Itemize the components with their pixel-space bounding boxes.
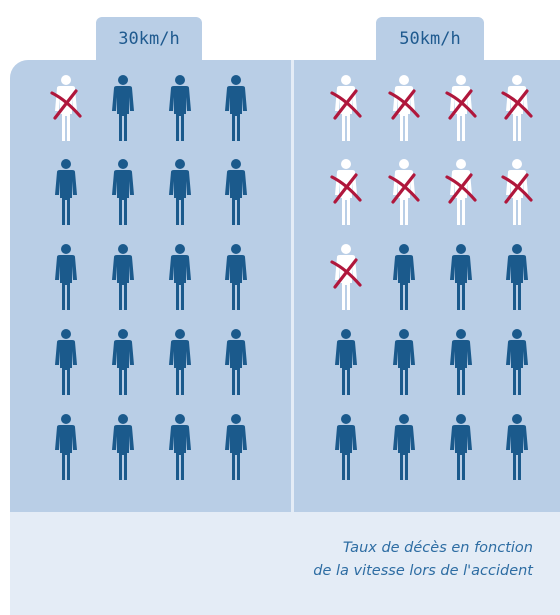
infographic-card [10, 60, 560, 615]
person-icon-fatality [330, 74, 362, 142]
tab-label: 30km/h [118, 28, 180, 49]
person-icon [333, 413, 359, 481]
person-icon [391, 243, 417, 311]
person-icon [53, 328, 79, 396]
person-icon [110, 243, 136, 311]
person-icon [53, 243, 79, 311]
person-icon [448, 243, 474, 311]
person-icon [391, 328, 417, 396]
person-icon-fatality [445, 74, 477, 142]
tab-50kmh: 50km/h [374, 15, 486, 60]
person-icon-fatality [388, 74, 420, 142]
person-icon [167, 243, 193, 311]
person-icon-fatality [501, 74, 533, 142]
person-icon [110, 328, 136, 396]
person-icon-fatality [330, 243, 362, 311]
person-icon [167, 413, 193, 481]
caption-line-2: de la vitesse lors de l'accident [313, 563, 533, 579]
person-icon-fatality [501, 158, 533, 226]
people-grid [10, 60, 291, 512]
panel-30kmh [10, 60, 291, 512]
person-icon [167, 328, 193, 396]
person-icon-fatality [330, 158, 362, 226]
person-icon [53, 158, 79, 226]
person-icon [53, 413, 79, 481]
person-icon-fatality [50, 74, 82, 142]
person-icon [333, 328, 359, 396]
caption: Taux de décès en fonction de la vitesse … [313, 537, 533, 583]
person-icon [504, 328, 530, 396]
person-icon-fatality [388, 158, 420, 226]
person-icon [223, 243, 249, 311]
people-grid [294, 60, 560, 512]
person-icon [448, 328, 474, 396]
person-icon [504, 243, 530, 311]
person-icon-fatality [445, 158, 477, 226]
person-icon [110, 74, 136, 142]
person-icon [504, 413, 530, 481]
person-icon [448, 413, 474, 481]
person-icon [110, 158, 136, 226]
tab-30kmh: 30km/h [94, 15, 204, 60]
panel-50kmh [294, 60, 560, 512]
person-icon [167, 158, 193, 226]
caption-line-1: Taux de décès en fonction [342, 540, 533, 556]
person-icon [223, 74, 249, 142]
tab-label: 50km/h [399, 28, 461, 49]
person-icon [223, 328, 249, 396]
person-icon [391, 413, 417, 481]
person-icon [167, 74, 193, 142]
person-icon [110, 413, 136, 481]
person-icon [223, 158, 249, 226]
person-icon [223, 413, 249, 481]
